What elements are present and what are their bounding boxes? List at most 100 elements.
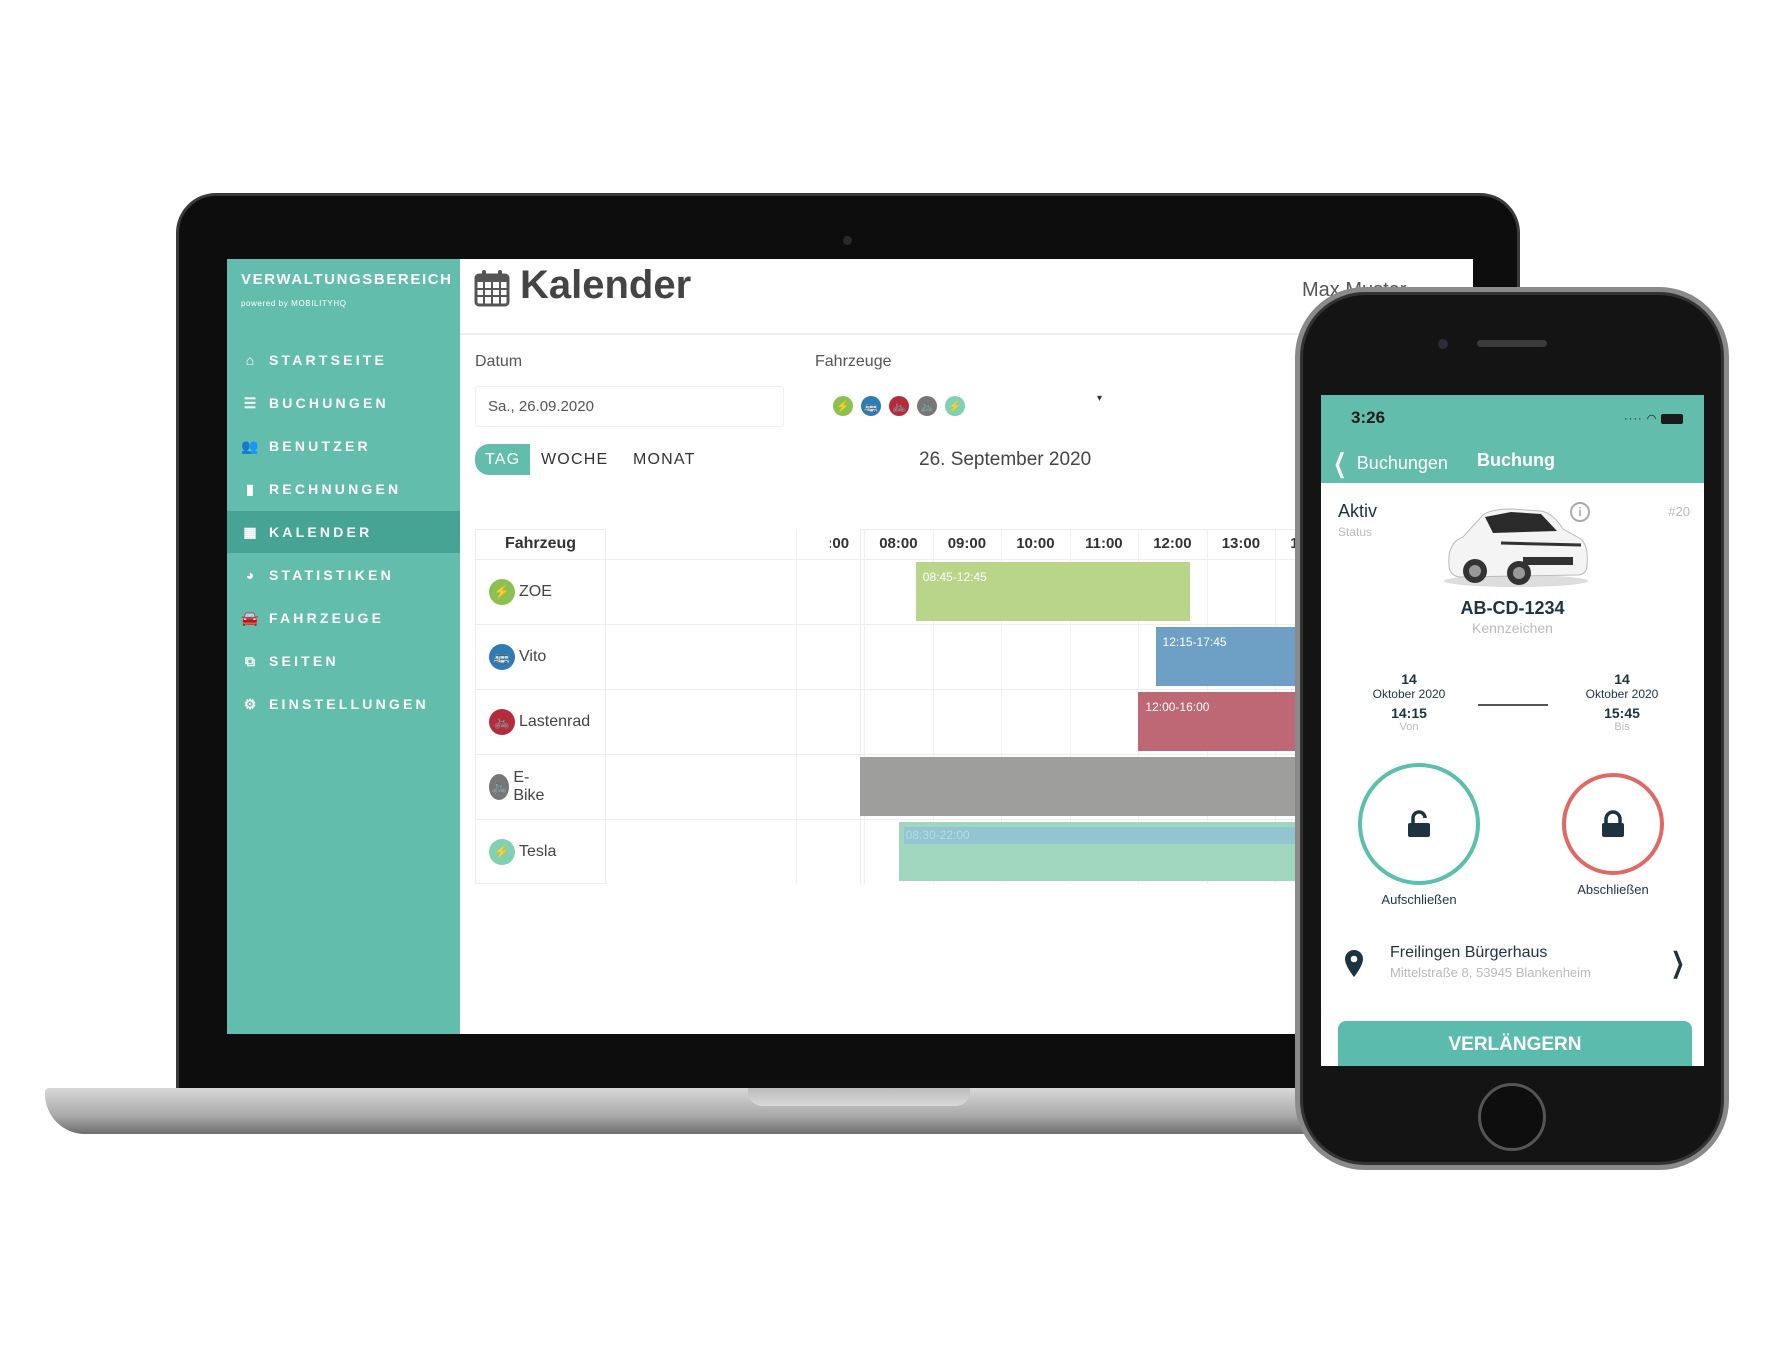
home-button[interactable]	[1478, 1083, 1546, 1151]
cogs-icon: ⚙	[243, 695, 257, 712]
booking-number: #20	[1668, 504, 1690, 519]
hour-gridline	[1001, 529, 1003, 884]
hour-label: 13:00	[1221, 535, 1261, 552]
file-icon: ▮	[246, 480, 254, 497]
location-name: Freilingen Bürgerhaus	[1390, 944, 1548, 961]
users-icon: 👥	[241, 437, 259, 454]
status-icons: ···· ◠	[1624, 412, 1684, 425]
hour-label: 12:00	[1153, 535, 1192, 552]
phone-camera	[1438, 339, 1448, 349]
date-input[interactable]: Sa., 26.09.2020	[475, 386, 784, 427]
vehicle-row-label[interactable]: 🚲 E-Bike	[489, 754, 550, 819]
plug-icon: ⚡	[945, 396, 965, 416]
list-icon: ☰	[243, 394, 257, 411]
location-row[interactable]: Freilingen Bürgerhaus Mittelstraße 8, 53…	[1321, 940, 1704, 990]
back-label: Buchungen	[1356, 453, 1448, 473]
booking-bar[interactable]: 08:45-12:45	[915, 562, 1190, 621]
sidebar-item-buchungen[interactable]: ☰ BUCHUNGEN	[227, 382, 460, 424]
bus-icon: 🚌	[489, 643, 515, 670]
info-icon[interactable]: i	[1570, 502, 1590, 522]
to-block: 14 Oktober 2020 15:45 Bis	[1562, 671, 1682, 733]
header-divider	[460, 333, 1473, 335]
row-divider	[475, 819, 1473, 820]
hour-label: 07:00	[810, 535, 850, 552]
lock-label: Abschließen	[1577, 882, 1649, 897]
status-value: Aktiv	[1338, 501, 1378, 521]
row-divider	[475, 689, 1473, 690]
sidebar-item-seiten[interactable]: ⧉ SEITEN	[227, 640, 460, 682]
vehicle-row-label[interactable]: 🚌 Vito	[489, 624, 546, 689]
home-icon: ⌂	[245, 352, 255, 368]
map-pin-icon	[1345, 950, 1363, 977]
sidebar-item-label: BUCHUNGEN	[269, 395, 389, 411]
chevron-right-icon: ❯	[1670, 947, 1685, 978]
to-day: 14	[1614, 671, 1630, 687]
from-month: Oktober 2020	[1372, 687, 1446, 701]
vehicle-row-label[interactable]: 🚲 Lastenrad	[489, 689, 590, 754]
vehicle-name: Lastenrad	[519, 712, 591, 730]
from-day: 14	[1401, 671, 1417, 687]
sidebar-item-label: BENUTZER	[269, 438, 371, 454]
range-divider	[1478, 704, 1548, 706]
battery-icon	[1661, 414, 1684, 425]
hour-label: 10:00	[1016, 535, 1055, 552]
sidebar-item-label: FAHRZEUGE	[269, 610, 385, 626]
vehicle-row-label[interactable]: ⚡ Tesla	[489, 819, 556, 884]
laptop-notch	[748, 1088, 970, 1106]
row-divider	[475, 754, 1473, 755]
hour-label: 09:00	[947, 535, 987, 552]
bus-icon: 🚌	[861, 396, 881, 416]
from-label: Von	[1399, 721, 1419, 733]
booking-time: 08:45-12:45	[922, 570, 987, 584]
app-header	[1321, 395, 1704, 483]
vehicle-name: Tesla	[519, 842, 557, 860]
sidebar-item-label: KALENDER	[269, 524, 373, 540]
license-plate-label: Kennzeichen	[1472, 620, 1553, 636]
tab-tag[interactable]: TAG	[475, 444, 531, 475]
laptop-camera	[843, 236, 852, 245]
tab-woche[interactable]: WOCHE	[541, 450, 609, 468]
sidebar-item-rechnungen[interactable]: ▮ RECHNUNGEN	[227, 468, 460, 510]
back-button[interactable]: ❮ Buchungen	[1329, 448, 1448, 479]
from-time: 14:15	[1391, 705, 1427, 721]
plug-icon: ⚡	[489, 578, 515, 605]
hour-label: 08:00	[879, 535, 918, 552]
calendar-icon	[474, 269, 510, 312]
status-label: Status	[1338, 525, 1373, 539]
sidebar-item-benutzer[interactable]: 👥 BENUTZER	[227, 425, 460, 467]
unlock-icon	[1408, 810, 1430, 837]
car-image	[1441, 503, 1591, 594]
bicycle-icon: 🚲	[489, 773, 510, 800]
extend-button[interactable]: VERLÄNGERN	[1338, 1021, 1692, 1066]
hour-label: 11:00	[1085, 535, 1123, 552]
row-divider	[475, 624, 1473, 625]
powered-by: powered by MOBILITYHQ	[241, 299, 347, 308]
sidebar-item-label: STATISTIKEN	[269, 567, 394, 583]
sidebar-item-fahrzeuge[interactable]: 🚘 FAHRZEUGE	[227, 597, 460, 639]
chevron-left-icon: ❮	[1333, 448, 1347, 478]
brand-title: VERWALTUNGSBEREICH	[241, 271, 453, 288]
vehicles-label: Fahrzeuge	[815, 353, 892, 370]
location-address: Mittelstraße 8, 53945 Blankenheim	[1390, 965, 1591, 980]
page-title: Kalender	[520, 263, 692, 307]
date-label: Datum	[475, 353, 523, 370]
sidebar-item-einstellungen[interactable]: ⚙ EINSTELLUNGEN	[227, 683, 460, 725]
sidebar-item-statistiken[interactable]: ◕ STATISTIKEN	[227, 554, 460, 596]
unlock-button[interactable]	[1358, 763, 1480, 885]
pages-icon: ⧉	[245, 652, 255, 669]
to-label: Bis	[1614, 721, 1630, 733]
bicycle-icon: 🚲	[917, 396, 937, 416]
tab-monat[interactable]: MONAT	[633, 450, 696, 468]
bicycle-icon: 🚲	[489, 708, 515, 735]
sidebar-item-startseite[interactable]: ⌂ STARTSEITE	[227, 339, 460, 381]
vehicle-row-label[interactable]: ⚡ ZOE	[489, 559, 552, 624]
bicycle-icon: 🚲	[889, 396, 909, 416]
car-icon: 🚘	[241, 609, 259, 626]
lock-button[interactable]	[1562, 773, 1664, 875]
booking-time: 12:15-17:45	[1162, 635, 1227, 649]
calendar-icon: ▦	[243, 523, 257, 540]
dropdown-caret-icon[interactable]: ▾	[1097, 393, 1103, 404]
vehicle-select[interactable]: ⚡ 🚌 🚲 🚲 ⚡	[833, 396, 965, 416]
sidebar-item-kalender[interactable]: ▦ KALENDER	[227, 511, 460, 553]
current-date-text: 26. September 2020	[919, 449, 1092, 470]
